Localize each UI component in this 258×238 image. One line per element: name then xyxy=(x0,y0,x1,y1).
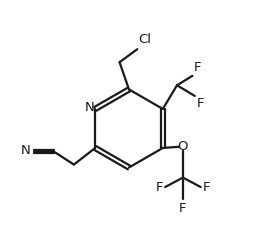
Text: Cl: Cl xyxy=(139,33,151,46)
Text: F: F xyxy=(156,181,163,193)
Text: F: F xyxy=(197,97,204,110)
Text: F: F xyxy=(179,202,187,215)
Text: F: F xyxy=(203,181,210,193)
Text: N: N xyxy=(21,144,31,157)
Text: N: N xyxy=(84,101,94,114)
Text: O: O xyxy=(178,140,188,153)
Text: F: F xyxy=(194,61,201,74)
